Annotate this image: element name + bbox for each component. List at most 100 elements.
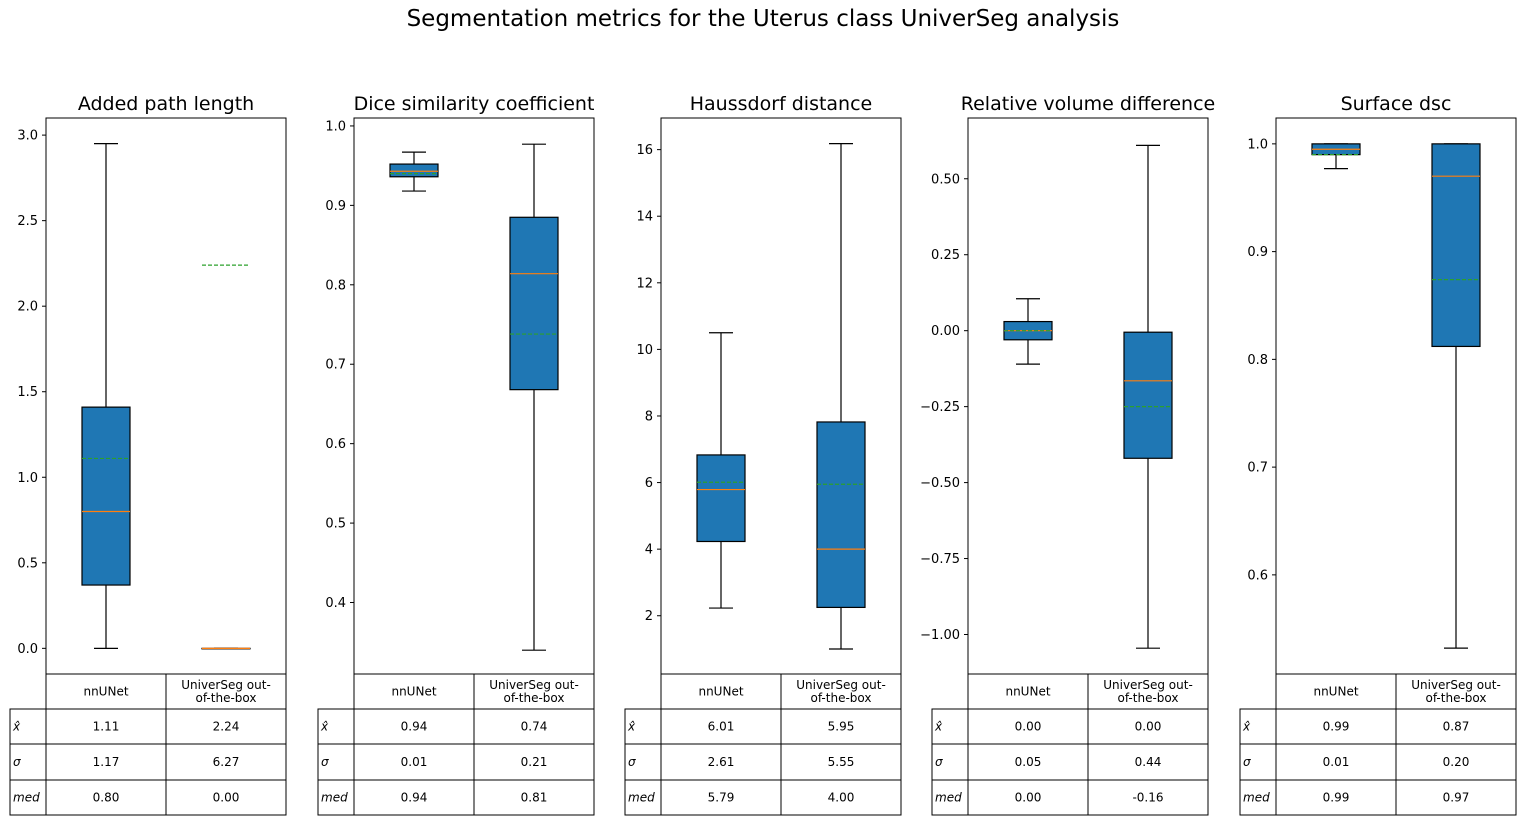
stats-table: nnUNet UniverSeg out-of-the-box x̂ 1.11 2.24… — [9, 673, 287, 816]
box-nnunet — [696, 332, 746, 609]
table-value: 0.20 — [1443, 755, 1470, 769]
y-tick-label: 0.25 — [931, 248, 960, 263]
y-tick-label: 1.0 — [1247, 137, 1268, 152]
y-tick-label: 10 — [636, 343, 653, 358]
table-value: 0.01 — [1323, 755, 1350, 769]
box-universeg — [201, 264, 251, 650]
box-universeg — [1123, 144, 1173, 649]
table-column-header: UniverSeg out- — [181, 678, 271, 692]
y-tick-label: 0.5 — [325, 517, 346, 532]
table-column-header: of-the-box — [196, 691, 257, 705]
subplot-3: Haussdorf distance 2 4 6 8 10 12 14 16 nnUNet Univ… — [624, 93, 902, 816]
y-tick-label: −0.50 — [920, 476, 960, 491]
iqr-box — [816, 421, 866, 609]
y-tick-label: 2 — [645, 609, 653, 624]
table-row-label: x̂ — [627, 720, 636, 734]
table-row-label: σ — [935, 755, 943, 769]
subplot-5: Surface dsc 0.6 0.7 0.8 0.9 1.0 nnUNet UniverSe… — [1239, 93, 1517, 816]
y-tick-label: 1.0 — [17, 471, 38, 486]
iqr-box — [389, 163, 439, 178]
table-value: 2.24 — [213, 720, 240, 734]
table-value: 0.99 — [1323, 791, 1350, 805]
stats-table: nnUNet UniverSeg out-of-the-box x̂ 0.94 0.74… — [317, 673, 595, 816]
table-value: 0.80 — [93, 791, 120, 805]
subplot-1: Added path length 0.0 0.5 1.0 1.5 2.0 2.5 3.0 nn… — [9, 93, 287, 816]
y-tick-label: 0.7 — [1247, 461, 1268, 476]
table-value: 0.00 — [1015, 720, 1042, 734]
y-tick-label: 16 — [636, 143, 653, 158]
table-value: 0.00 — [1135, 720, 1162, 734]
table-column-header: nnUNet — [698, 685, 743, 699]
table-value: 2.61 — [708, 755, 735, 769]
y-tick-label: 0.8 — [325, 278, 346, 293]
table-row-label: x̂ — [934, 720, 943, 734]
table-value: 1.11 — [93, 720, 120, 734]
table-cell — [780, 779, 902, 816]
table-row-label: med — [1243, 791, 1270, 805]
table-column-header: UniverSeg out- — [1411, 678, 1501, 692]
table-value: 5.95 — [828, 720, 855, 734]
y-tick-label: 2.5 — [17, 214, 38, 229]
table-column-header: of-the-box — [1118, 691, 1179, 705]
table-value: 0.99 — [1323, 720, 1350, 734]
axes-frame — [353, 117, 595, 675]
y-tick-label: −1.00 — [920, 628, 960, 643]
table-value: 1.17 — [93, 755, 120, 769]
subplot-2: Dice similarity coefficient 0.4 0.5 0.6 0.7 0… — [317, 93, 595, 816]
table-value: 0.01 — [401, 755, 428, 769]
table-row-label: σ — [13, 755, 21, 769]
table-value: 0.00 — [213, 791, 240, 805]
subplot-title: Relative volume difference — [961, 93, 1215, 115]
box-nnunet — [1311, 143, 1361, 170]
table-column-header: of-the-box — [1426, 691, 1487, 705]
table-value: 6.27 — [213, 755, 240, 769]
table-row-label: med — [13, 791, 40, 805]
table-value: 6.01 — [708, 720, 735, 734]
box-universeg — [1431, 143, 1481, 649]
stats-table: nnUNet UniverSeg out-of-the-box x̂ 6.01 5.95… — [624, 673, 902, 816]
subplot-title: Haussdorf distance — [690, 93, 873, 115]
table-value: 0.05 — [1015, 755, 1042, 769]
y-tick-label: 0.6 — [1247, 568, 1268, 583]
subplot-title: Surface dsc — [1341, 93, 1452, 115]
table-value: 0.97 — [1443, 791, 1470, 805]
table-row-label: x̂ — [1242, 720, 1251, 734]
y-tick-label: 1.0 — [325, 119, 346, 134]
table-cell — [165, 779, 287, 816]
table-value: 4.00 — [828, 791, 855, 805]
table-value: 0.44 — [1135, 755, 1162, 769]
y-tick-label: 0.0 — [17, 642, 38, 657]
box-nnunet — [1003, 298, 1053, 365]
axes-frame — [45, 117, 287, 675]
y-tick-label: 1.5 — [17, 385, 38, 400]
table-cell — [1087, 779, 1209, 816]
box-universeg — [816, 143, 866, 650]
y-tick-label: 0.50 — [931, 172, 960, 187]
table-column-header: nnUNet — [1313, 685, 1358, 699]
box-universeg — [509, 143, 559, 651]
table-value: 0.94 — [401, 791, 428, 805]
table-column-header: UniverSeg out- — [489, 678, 579, 692]
table-value: 5.55 — [828, 755, 855, 769]
y-tick-label: 3.0 — [17, 129, 38, 144]
table-value: 5.79 — [708, 791, 735, 805]
y-tick-label: 8 — [645, 409, 653, 424]
y-tick-label: 0.8 — [1247, 353, 1268, 368]
table-row-label: x̂ — [320, 720, 329, 734]
table-value: 0.94 — [401, 720, 428, 734]
table-cell — [473, 779, 595, 816]
table-value: 0.87 — [1443, 720, 1470, 734]
table-row-label: σ — [321, 755, 329, 769]
table-column-header: of-the-box — [504, 691, 565, 705]
y-tick-label: 12 — [636, 276, 653, 291]
y-tick-label: 4 — [645, 543, 653, 558]
iqr-box — [1123, 331, 1173, 459]
y-tick-label: 6 — [645, 476, 653, 491]
y-tick-label: 0.5 — [17, 556, 38, 571]
stats-table: nnUNet UniverSeg out-of-the-box x̂ 0.00 0.00… — [931, 673, 1209, 816]
y-tick-label: 0.7 — [325, 358, 346, 373]
y-tick-label: −0.75 — [920, 552, 960, 567]
subplot-title: Added path length — [78, 93, 254, 115]
y-tick-label: 0.6 — [325, 437, 346, 452]
